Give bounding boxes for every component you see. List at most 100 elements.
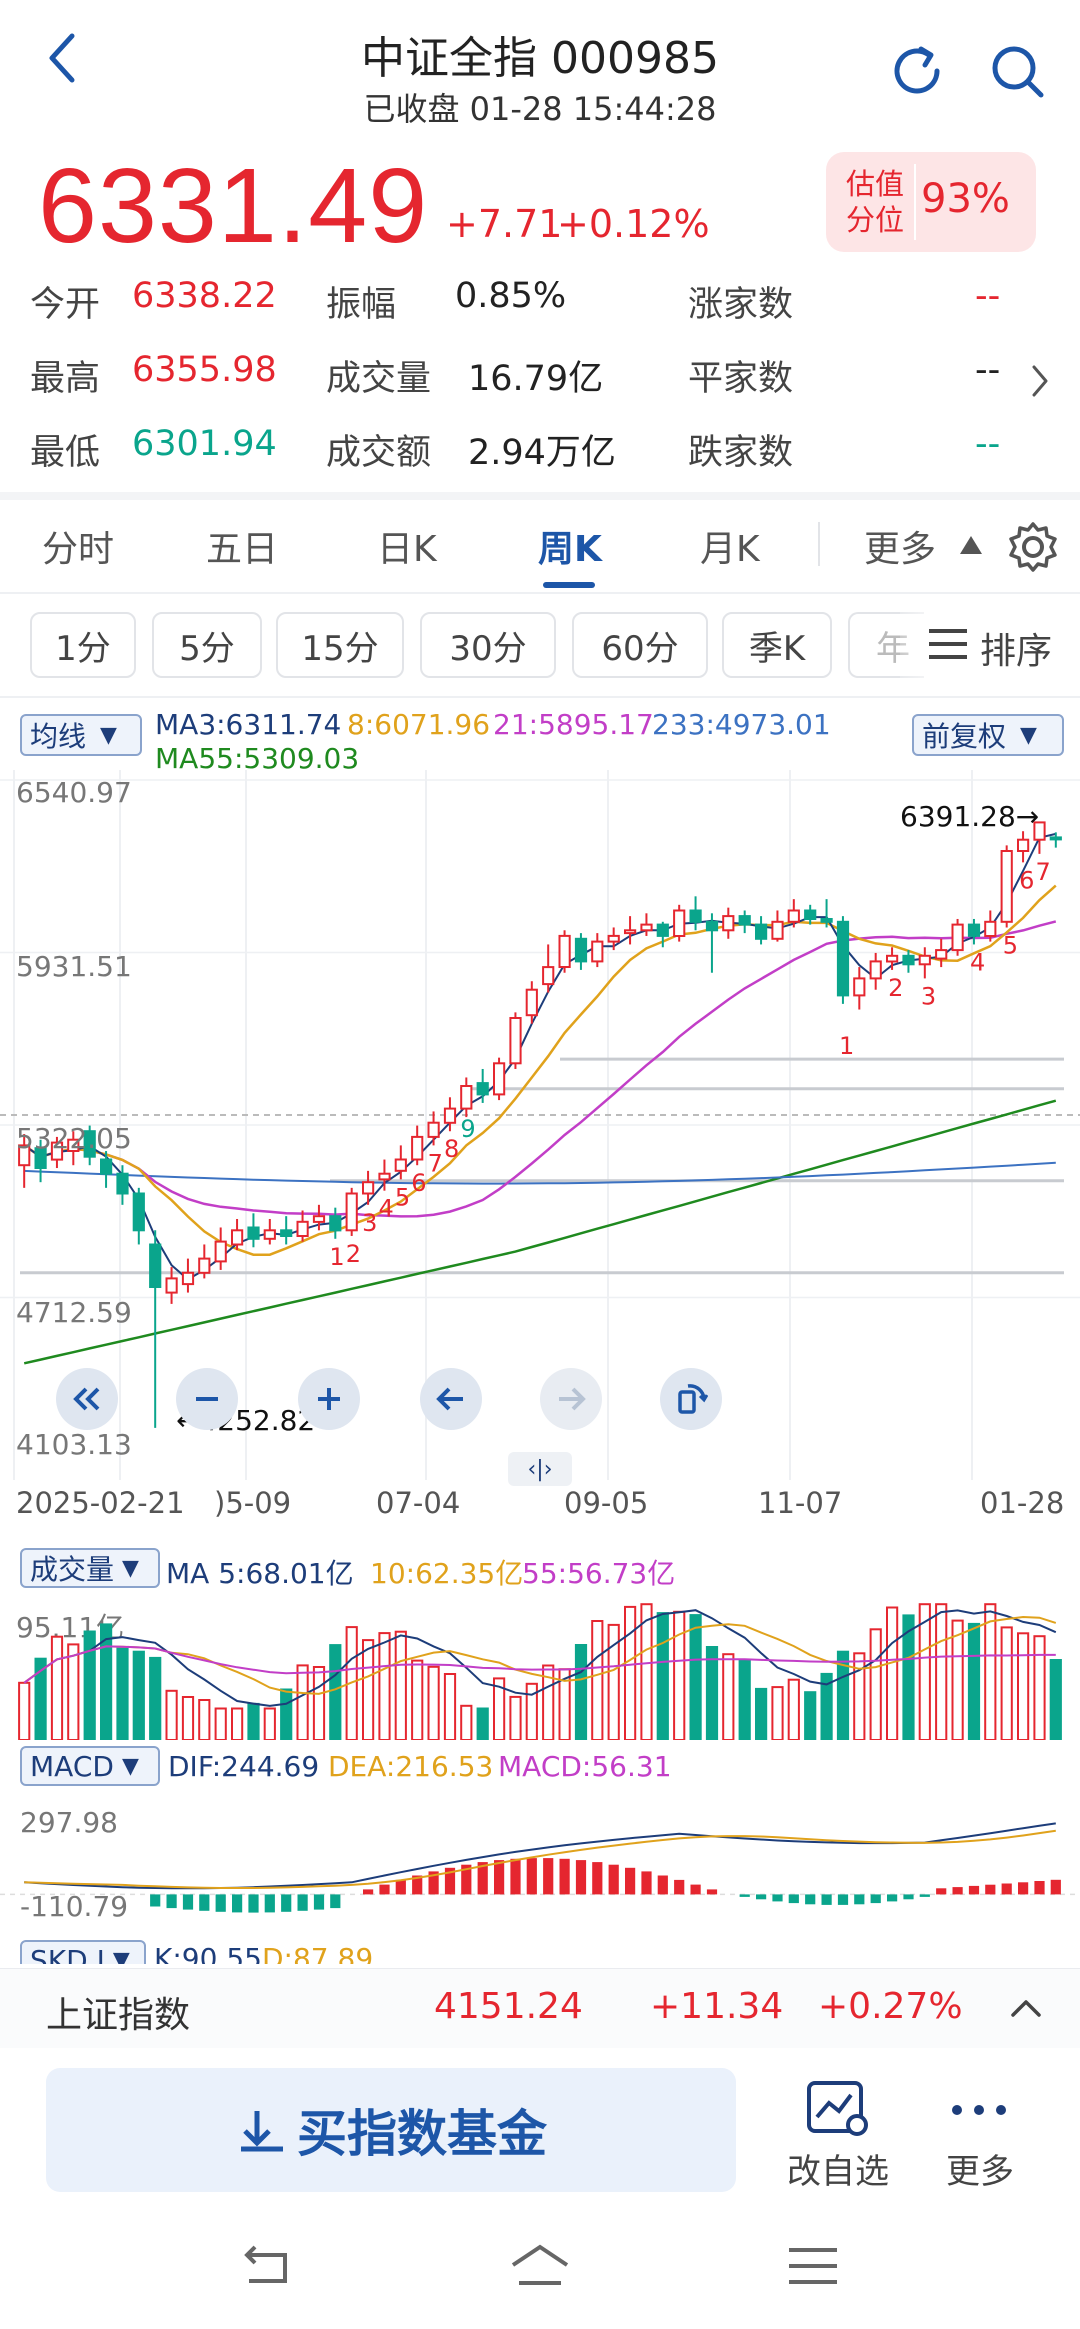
candle-body	[132, 1192, 145, 1232]
vol-ma5: MA 5:68.01亿	[166, 1557, 354, 1590]
sequence-count-label: 6	[1019, 866, 1034, 894]
macd-histogram-bar	[1001, 1883, 1012, 1895]
candle-body	[640, 923, 653, 932]
macd-value: MACD:56.31	[498, 1750, 672, 1783]
y-axis-label: 6540.97	[16, 776, 132, 809]
low-label: 最低	[30, 433, 101, 473]
period-1min[interactable]: 1分	[30, 612, 136, 678]
back-icon[interactable]	[30, 26, 94, 90]
macd-selector[interactable]: MACD ▼	[20, 1746, 160, 1786]
volume-bar	[640, 1603, 653, 1740]
rotate-screen-icon[interactable]	[660, 1368, 722, 1430]
kdj-selector[interactable]: SKD J ▼	[20, 1940, 146, 1964]
price-change-pct: +0.12%	[557, 202, 710, 246]
arrow-right-icon[interactable]	[540, 1368, 602, 1430]
dropdown-triangle-icon: ▼	[121, 1753, 139, 1779]
period-15min[interactable]: 15分	[276, 612, 404, 678]
zoom-out-icon[interactable]	[176, 1368, 238, 1430]
chevron-right-icon[interactable]	[1020, 356, 1060, 406]
candle-body	[312, 1215, 326, 1223]
down-count-value: --	[975, 424, 1001, 464]
more-label[interactable]: 更多	[946, 2152, 1014, 2192]
macd-histogram-bar	[379, 1884, 390, 1895]
tab-more[interactable]: 更多	[864, 529, 937, 570]
adjust-selector[interactable]: 前复权 ▼	[912, 714, 1064, 756]
volume-bar	[296, 1664, 309, 1740]
candle-body	[116, 1172, 129, 1195]
ma-selector[interactable]: 均线 ▼	[20, 714, 142, 756]
macd-chart[interactable]	[0, 1796, 1080, 1936]
gear-icon[interactable]	[1000, 514, 1066, 580]
arrow-left-icon[interactable]	[420, 1368, 482, 1430]
candle-body	[607, 934, 620, 943]
candle-body	[525, 988, 538, 1017]
volume-bar	[198, 1699, 211, 1740]
candle-body	[280, 1229, 293, 1237]
adjust-selector-label: 前复权	[922, 720, 1007, 753]
tab-intraday[interactable]: 分时	[42, 529, 115, 570]
macd-histogram-bar	[936, 1888, 947, 1895]
section-divider	[0, 492, 1080, 500]
candle-body	[804, 909, 817, 920]
candle-body	[738, 915, 751, 926]
sequence-count-label: 7	[1035, 858, 1050, 886]
chevron-up-icon[interactable]	[1004, 1990, 1048, 2026]
sort-button[interactable]: 排序	[980, 631, 1053, 672]
triangle-up-icon[interactable]	[954, 530, 988, 560]
volume-bar	[935, 1603, 948, 1740]
tab-daily-k[interactable]: 日K	[377, 529, 437, 570]
nav-home-icon[interactable]	[504, 2236, 576, 2296]
nav-back-icon[interactable]	[232, 2236, 302, 2296]
edit-watchlist-icon[interactable]	[800, 2076, 876, 2142]
more-dots-icon[interactable]	[944, 2090, 1014, 2130]
edit-watchlist-label[interactable]: 改自选	[787, 2152, 889, 2192]
macd-histogram-bar	[232, 1894, 243, 1913]
sequence-count-label: 1	[839, 1032, 854, 1060]
fast-rewind-icon[interactable]	[56, 1368, 118, 1430]
volume-selector[interactable]: 成交量 ▼	[20, 1548, 160, 1588]
buy-index-fund-button[interactable]: 买指数基金	[46, 2068, 736, 2192]
dropdown-triangle-icon: ▼	[1020, 722, 1037, 748]
candle-body	[951, 923, 964, 952]
dropdown-triangle-icon: ▼	[100, 722, 117, 748]
volume-bar	[1049, 1659, 1062, 1740]
macd-histogram-bar	[559, 1858, 570, 1895]
candle-body	[362, 1181, 375, 1195]
tab-weekly-k[interactable]: 周K	[538, 529, 602, 570]
ma-selector-label: 均线	[30, 720, 87, 753]
tab-monthly-k[interactable]: 月K	[700, 529, 760, 570]
refresh-icon[interactable]	[882, 36, 952, 106]
market-status: 已收盘 01-28 15:44:28	[363, 90, 717, 128]
volume-label: 成交量	[326, 359, 432, 399]
search-icon[interactable]	[982, 36, 1052, 106]
ticker-bar[interactable]	[0, 1968, 1080, 2048]
ma3-value: MA3:6311.74	[155, 708, 342, 741]
high-value: 6355.98	[132, 350, 277, 390]
volume-bar	[722, 1653, 735, 1740]
period-30min[interactable]: 30分	[420, 612, 556, 678]
candle-body	[624, 929, 637, 935]
candle-body	[722, 915, 735, 932]
zoom-in-icon[interactable]	[298, 1368, 360, 1430]
macd-histogram-bar	[870, 1894, 881, 1904]
nav-recents-icon[interactable]	[778, 2236, 848, 2296]
volume-bar	[411, 1659, 424, 1740]
tab-five-day[interactable]: 五日	[206, 529, 279, 570]
volume-bar	[312, 1666, 326, 1740]
volume-chart[interactable]	[0, 1600, 1080, 1740]
volume-bar	[591, 1620, 604, 1740]
pills-divider	[0, 696, 1080, 698]
volume-bar	[214, 1707, 227, 1740]
period-60min[interactable]: 60分	[572, 612, 708, 678]
active-tab-indicator	[543, 582, 595, 588]
volume-bar	[624, 1605, 637, 1740]
volume-bar	[231, 1707, 244, 1740]
valuation-percentile-badge[interactable]: 估值分位 93%	[826, 152, 1036, 252]
period-5min[interactable]: 5分	[152, 612, 262, 678]
chart-drag-handle[interactable]: ‹|›	[508, 1452, 572, 1486]
sequence-count-label: 5	[1003, 931, 1018, 959]
period-quarter-k[interactable]: 季K	[722, 612, 832, 678]
menu-icon[interactable]	[924, 622, 972, 666]
